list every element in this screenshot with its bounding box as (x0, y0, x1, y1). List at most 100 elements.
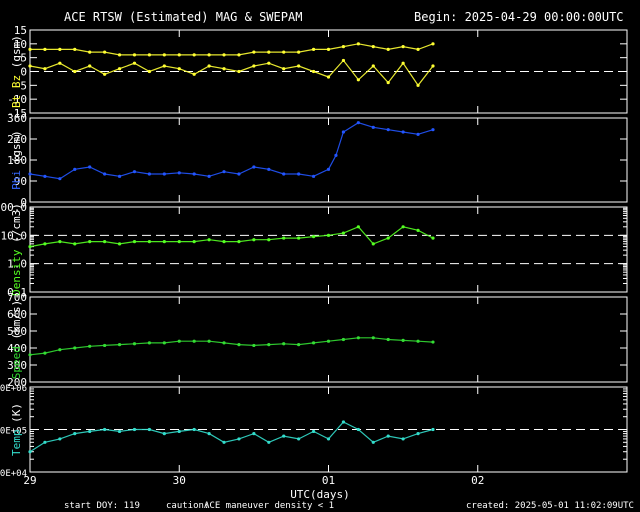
mag-point-bz (401, 61, 405, 65)
mag-point-bt (43, 47, 47, 51)
density-point-density (431, 236, 435, 240)
temp-point-temp (237, 437, 241, 441)
mag-point-bt (341, 45, 346, 49)
speed-point-speed (416, 339, 420, 343)
phi-point-phi (192, 172, 196, 176)
density-point-density (341, 231, 346, 235)
mag-point-bt (252, 50, 256, 54)
speed-point-speed (237, 343, 241, 347)
mag-y-tick-label: 15 (14, 24, 27, 37)
mag-y-tick-label: -15 (7, 107, 27, 120)
speed-point-speed (311, 341, 316, 345)
temp-point-temp (58, 437, 62, 441)
temp-point-temp (73, 432, 77, 436)
phi-point-phi (386, 128, 390, 132)
mag-point-bz (103, 72, 107, 76)
density-point-density (416, 228, 420, 232)
mag-y-axis-label-part: Bt (10, 95, 23, 108)
density-point-density (386, 236, 390, 240)
speed-point-speed (341, 337, 346, 342)
mag-point-bt (192, 53, 196, 57)
density-point-density (267, 238, 271, 242)
speed-point-speed (162, 341, 166, 345)
density-point-density (28, 245, 32, 249)
mag-point-bz (252, 64, 256, 68)
density-point-density (297, 236, 301, 240)
phi-point-phi (267, 167, 271, 171)
mag-point-bz (43, 67, 47, 71)
temp-y-axis-label: Temp (K) (10, 403, 23, 456)
mag-y-axis-label: Bt Bz (gsm) (10, 35, 23, 108)
mag-point-bt (103, 50, 107, 54)
mag-point-bt (431, 42, 435, 46)
caution-text: ACE maneuver density < 1 (204, 501, 334, 511)
temp-point-temp (147, 427, 151, 432)
phi-point-phi (207, 174, 211, 178)
mag-y-axis-label-part: Bz (10, 75, 23, 95)
temp-point-temp (88, 429, 92, 434)
density-point-density (147, 240, 151, 244)
phi-point-phi (147, 172, 151, 176)
mag-point-bt (117, 53, 122, 57)
mag-point-bt (147, 53, 151, 57)
density-point-density (311, 235, 316, 239)
speed-y-tick-label: 500 (7, 325, 27, 338)
start-doy: start DOY: 119 (64, 501, 140, 511)
phi-point-phi (103, 172, 107, 176)
phi-point-phi (252, 165, 256, 169)
mag-series-bz-line (29, 59, 434, 87)
phi-y-axis-label: Phi (gsm) (10, 130, 23, 190)
speed-point-speed (356, 336, 360, 340)
mag-point-bz (356, 78, 360, 82)
density-point-density (58, 240, 62, 244)
density-point-density (88, 240, 92, 244)
phi-point-phi (132, 170, 137, 174)
mag-point-bz (386, 80, 390, 85)
density-y-tick-label: 1.0 (7, 258, 27, 271)
temp-y-tick-label: 1.0E+04 (0, 469, 27, 479)
mag-point-bz (416, 83, 420, 87)
temp-point-temp (267, 440, 271, 444)
phi-y-tick-label: 90 (14, 175, 27, 188)
density-point-density (73, 242, 77, 246)
temp-point-temp (28, 450, 32, 454)
temp-point-temp (356, 427, 360, 432)
mag-point-bz (162, 64, 166, 68)
speed-y-tick-label: 200 (7, 376, 27, 389)
mag-point-bz (282, 67, 286, 71)
mag-y-tick-label: 5 (20, 52, 27, 65)
speed-point-speed (297, 343, 301, 347)
density-y-axis-label-part: (/cm3) (10, 203, 23, 249)
temp-point-temp (207, 432, 211, 436)
phi-point-phi (73, 167, 77, 171)
temp-point-temp (431, 427, 435, 432)
speed-point-speed (386, 337, 390, 342)
speed-point-speed (147, 341, 151, 345)
speed-y-tick-label: 300 (7, 359, 27, 372)
speed-point-speed (117, 343, 122, 347)
phi-series-phi-line (29, 122, 434, 180)
begin-time: Begin: 2025-04-29 00:00:00UTC (414, 10, 624, 24)
mag-point-bt (73, 47, 77, 51)
speed-point-speed (282, 342, 286, 346)
mag-y-tick-label: -5 (14, 79, 27, 92)
speed-point-speed (252, 343, 256, 348)
mag-point-bz (73, 69, 77, 74)
temp-point-temp (117, 429, 122, 434)
phi-point-phi (416, 132, 420, 136)
mag-point-bz (207, 64, 211, 68)
mag-point-bt (88, 50, 92, 54)
temp-point-temp (282, 434, 286, 438)
speed-point-speed (192, 339, 196, 343)
phi-point-phi (371, 125, 375, 129)
phi-point-phi (297, 172, 301, 176)
mag-point-bz (267, 61, 271, 65)
temp-panel: 1.0E+06 1.0E+05 1.0E+04 Temp (K) (0, 384, 628, 479)
density-frame (29, 206, 628, 293)
phi-point-phi (341, 130, 346, 134)
speed-y-tick-label: 700 (7, 291, 27, 304)
phi-y-tick-label: 360 (7, 112, 27, 125)
